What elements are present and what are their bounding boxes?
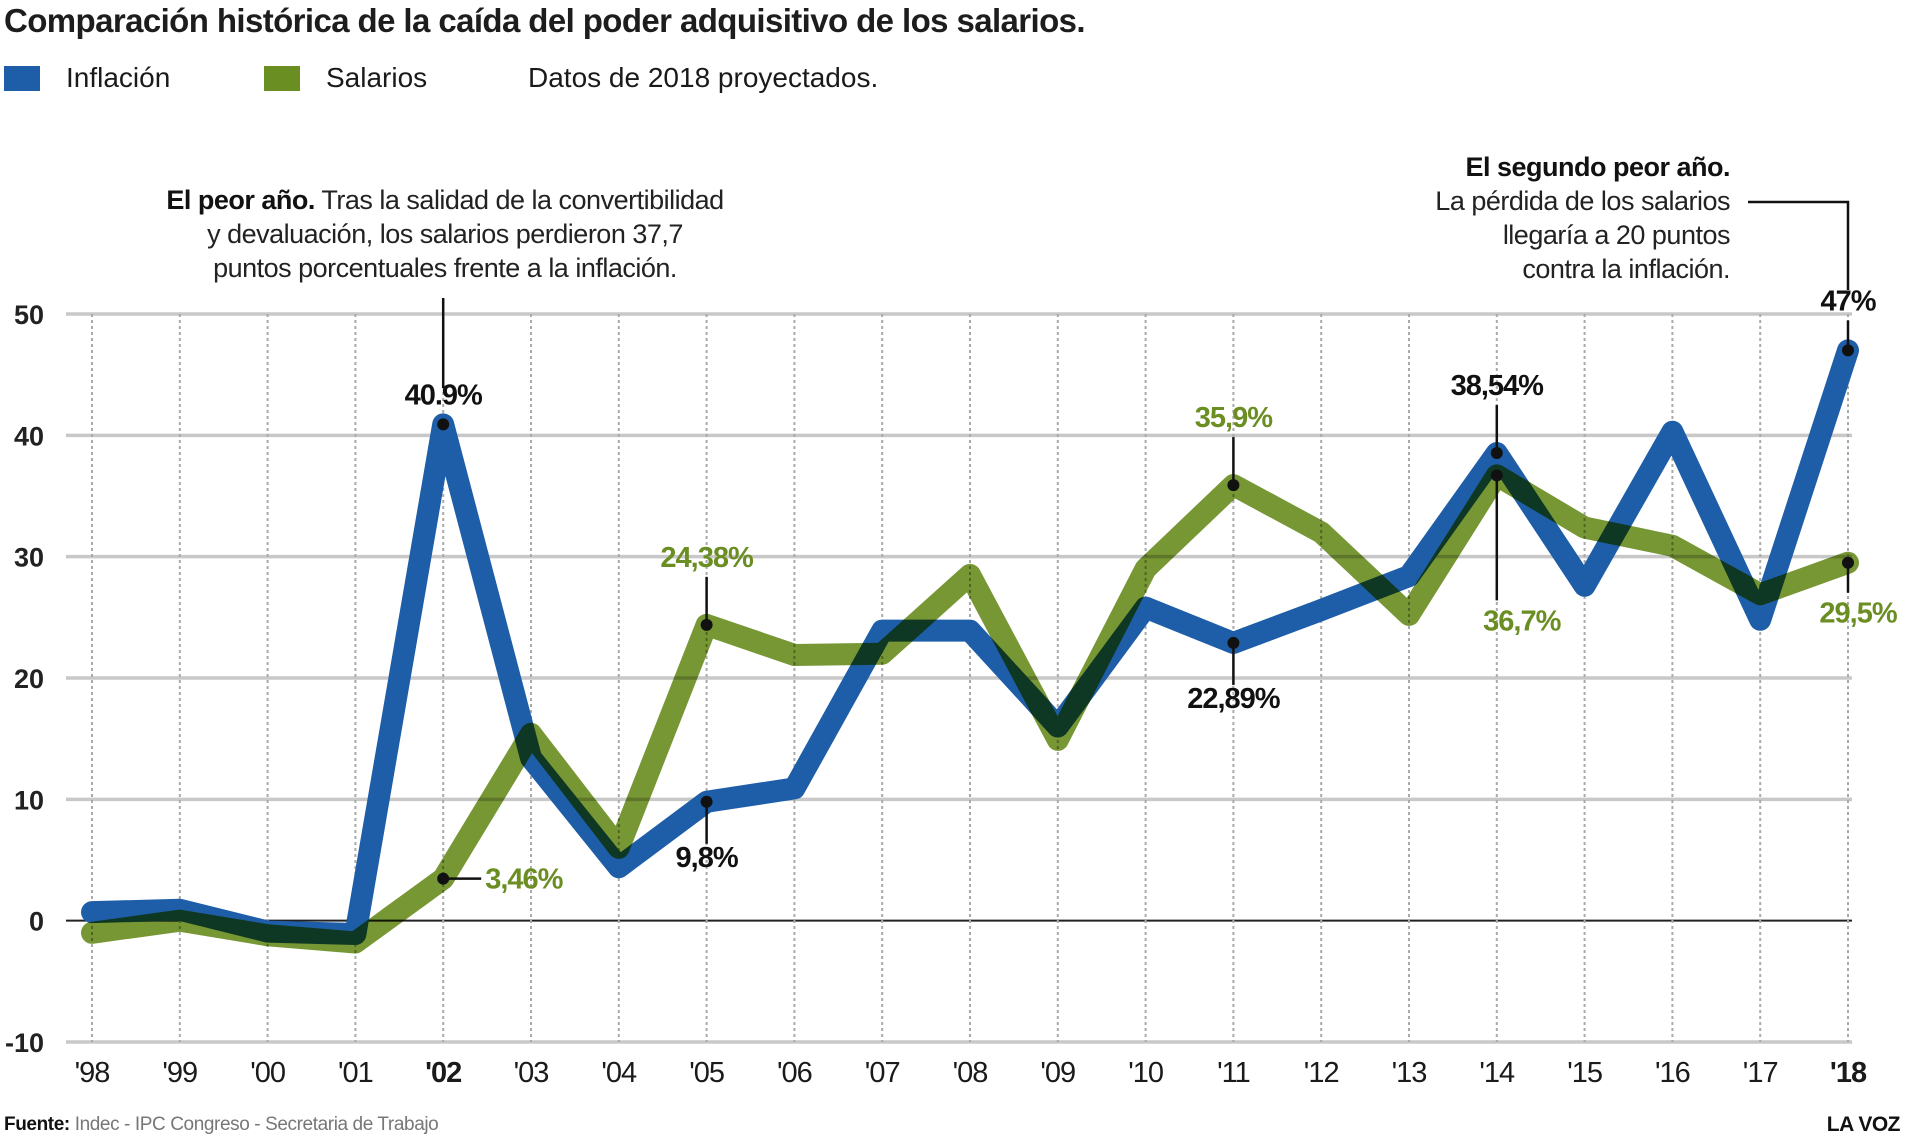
y-tick-label: 0 — [29, 907, 44, 937]
x-tick-label: '11 — [1217, 1057, 1250, 1089]
y-tick-label: 30 — [14, 543, 44, 573]
annotation-worst-year-line1: Tras la salidad de la convertibilidad — [321, 185, 724, 215]
x-tick-label: '09 — [1040, 1057, 1075, 1089]
y-tick-label: 10 — [14, 785, 44, 815]
x-tick-label: '05 — [689, 1057, 724, 1089]
data-point-marker — [437, 872, 450, 885]
x-tick-label: '06 — [777, 1057, 812, 1089]
y-tick-label: 50 — [14, 300, 44, 330]
legend-label-salarios: Salarios — [326, 62, 428, 93]
source-credit: Fuente: Indec - IPC Congreso - Secretari… — [4, 1114, 439, 1136]
annotation-worst-year-line3: puntos porcentuales frente a la inflació… — [213, 253, 677, 283]
x-tick-label: '18 — [1830, 1057, 1867, 1089]
data-label: 38,54% — [1451, 370, 1545, 402]
data-point-marker — [1490, 469, 1503, 482]
data-label: 40.9% — [405, 379, 483, 411]
annotation-worst-year-heading: El peor año. — [166, 185, 315, 215]
y-tick-label: 40 — [14, 421, 44, 451]
annotation-worst-year-line2: y devaluación, los salarios perdieron 37… — [207, 219, 683, 249]
series-line-inflacion — [81, 339, 1859, 946]
data-label: 29,5% — [1819, 598, 1897, 630]
data-point-marker — [1842, 344, 1854, 357]
x-tick-label: '17 — [1743, 1057, 1778, 1089]
data-label: 3,46% — [485, 864, 563, 896]
source-text: Indec - IPC Congreso - Secretaria de Tra… — [74, 1114, 439, 1135]
source-label: Fuente: — [4, 1114, 70, 1135]
x-tick-label: '08 — [953, 1057, 988, 1089]
legend-label-inflacion: Inflación — [66, 62, 171, 93]
x-tick-label: '10 — [1128, 1057, 1163, 1089]
data-label: 47% — [1820, 285, 1876, 317]
data-label: 35,9% — [1195, 402, 1273, 434]
x-tick-label: '03 — [514, 1057, 549, 1089]
annotation-second-worst-heading: El segundo peor año. — [1465, 152, 1730, 182]
x-tick-label: '14 — [1479, 1057, 1515, 1089]
x-tick-label: '12 — [1304, 1057, 1339, 1089]
data-label: 24,38% — [660, 542, 754, 574]
annotation-second-worst-line3: contra la inflación. — [1522, 254, 1730, 284]
data-point-marker — [437, 418, 450, 431]
x-tick-label: '00 — [250, 1057, 285, 1089]
x-tick-label: '16 — [1655, 1057, 1690, 1089]
series-line-salarios — [81, 464, 1859, 954]
data-label: 9,8% — [676, 842, 739, 874]
legend-item-salarios: Salarios — [264, 62, 427, 94]
data-point-marker — [1227, 636, 1240, 649]
annotation-worst-year: El peor año. Tras la salidad de la conve… — [120, 183, 770, 285]
data-point-marker — [1842, 556, 1854, 569]
data-point-marker — [700, 795, 713, 808]
legend-item-inflacion: Inflación — [4, 62, 170, 94]
x-tick-label: '01 — [338, 1057, 373, 1089]
data-label: 36,7% — [1483, 605, 1561, 637]
data-point-marker — [1227, 479, 1240, 492]
projection-note: Datos de 2018 proyectados. — [528, 62, 879, 93]
data-point-marker — [700, 618, 713, 631]
x-tick-label: '15 — [1567, 1057, 1602, 1089]
annotation-second-worst: El segundo peor año. La pérdida de los s… — [1210, 150, 1730, 286]
legend-swatch-inflacion — [4, 65, 40, 91]
x-tick-label: '99 — [162, 1057, 197, 1089]
x-tick-label: '98 — [75, 1057, 110, 1089]
x-tick-label: '04 — [601, 1057, 637, 1089]
annotation-second-worst-line1: La pérdida de los salarios — [1435, 186, 1730, 216]
chart-title: Comparación histórica de la caída del po… — [4, 2, 1086, 39]
annotation-second-worst-line2: llegaría a 20 puntos — [1502, 220, 1731, 250]
x-tick-label: '13 — [1392, 1057, 1427, 1089]
brand-logo: LA VOZ — [1826, 1113, 1901, 1136]
legend-swatch-salarios — [264, 65, 300, 91]
data-point-marker — [1490, 447, 1503, 460]
x-tick-label: '07 — [865, 1057, 900, 1089]
annotation-leader-second-worst — [1748, 200, 1850, 290]
y-tick-label: 20 — [14, 664, 44, 694]
x-tick-label: '02 — [425, 1057, 461, 1089]
y-tick-label: -10 — [5, 1028, 44, 1058]
data-label: 22,89% — [1187, 683, 1281, 715]
